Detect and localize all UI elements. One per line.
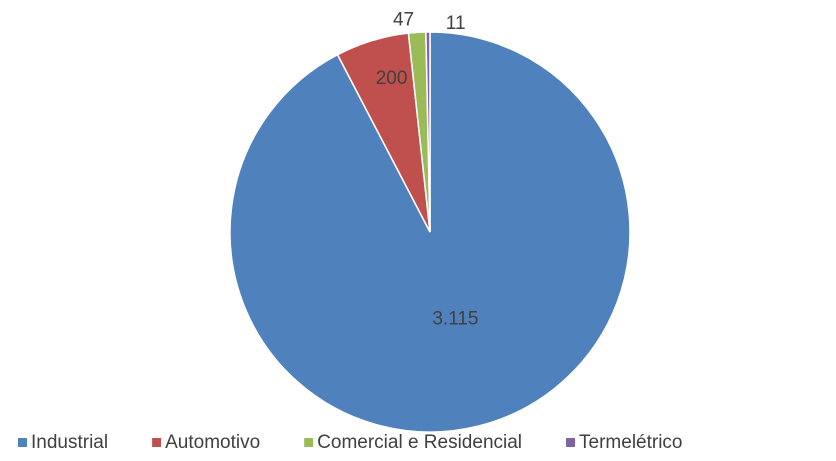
legend-swatch: [152, 438, 162, 447]
legend-swatch: [566, 438, 576, 447]
legend-swatch: [304, 438, 314, 447]
data-label: 11: [446, 13, 466, 34]
legend-label: Automotivo: [165, 432, 260, 453]
legend-label: Comercial e Residencial: [317, 432, 522, 453]
legend-swatch: [18, 438, 27, 447]
legend-label: Industrial: [31, 432, 108, 453]
data-label: 47: [393, 9, 414, 30]
legend-label: Termelétrico: [579, 432, 682, 453]
data-label: 3.115: [432, 308, 478, 329]
data-label: 200: [376, 68, 408, 89]
pie-slice: [425, 31, 431, 233]
